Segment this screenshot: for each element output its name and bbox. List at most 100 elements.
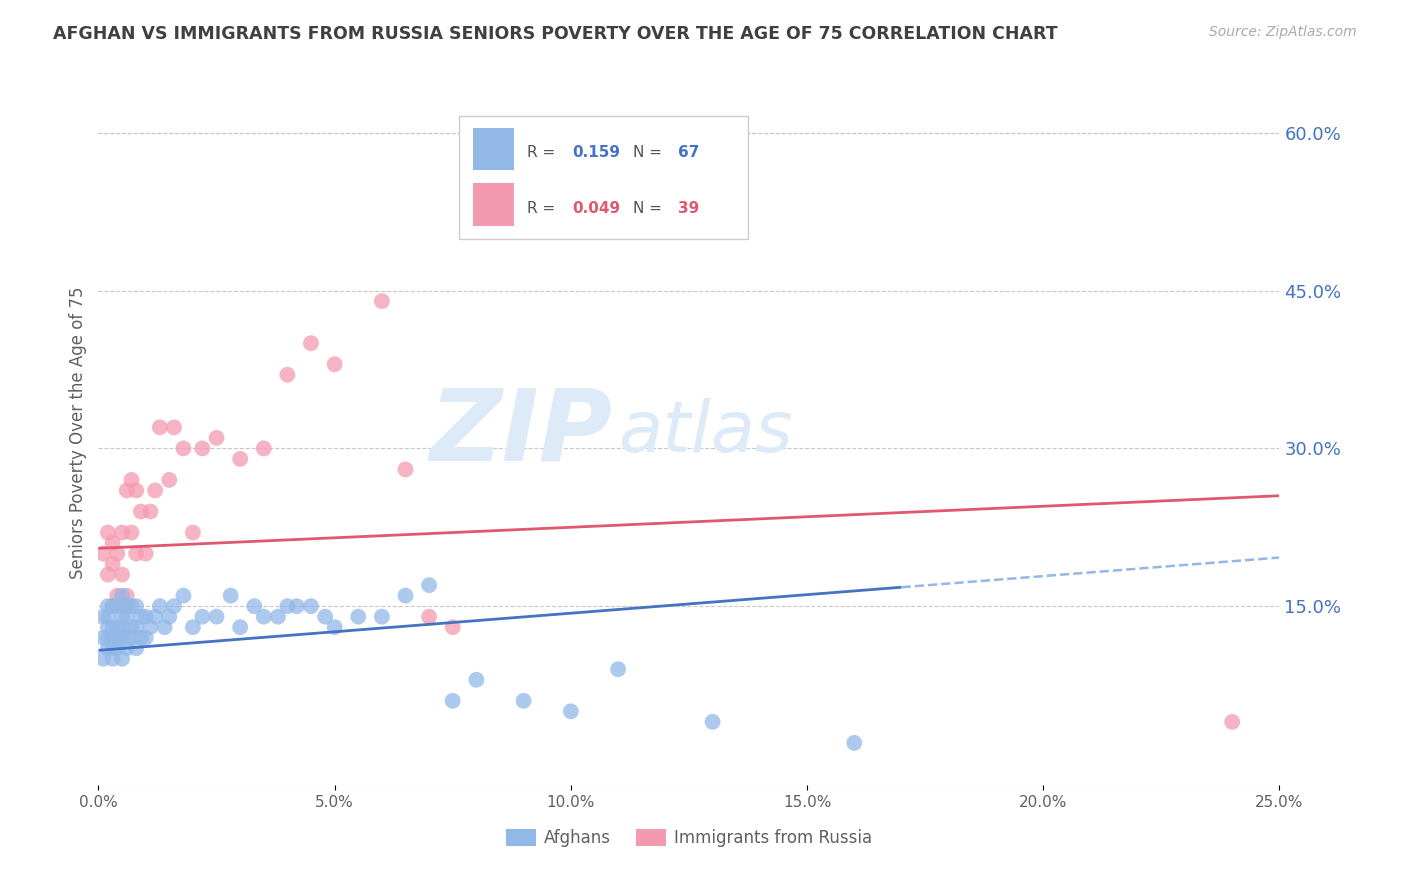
Point: [91, 547, 114, 561]
Point: [191, 442, 214, 456]
Point: [139, 620, 162, 634]
Point: [105, 641, 128, 656]
Point: [181, 525, 204, 540]
Point: [111, 609, 134, 624]
Point: [105, 620, 128, 634]
Point: [101, 536, 124, 550]
Point: [465, 673, 488, 687]
Point: [394, 462, 416, 476]
Point: [105, 631, 128, 645]
Point: [115, 609, 138, 624]
Point: [121, 599, 143, 614]
Point: [129, 504, 152, 518]
Text: ZIP: ZIP: [429, 384, 612, 481]
Point: [181, 620, 204, 634]
Text: 0.159: 0.159: [572, 145, 620, 160]
Point: [157, 473, 180, 487]
Point: [97, 631, 120, 645]
Point: [323, 357, 346, 371]
Point: [97, 525, 120, 540]
Point: [135, 609, 157, 624]
Point: [149, 599, 172, 614]
Point: [607, 662, 630, 676]
Point: [115, 641, 138, 656]
Text: atlas: atlas: [619, 398, 793, 467]
Point: [97, 567, 120, 582]
Point: [323, 620, 346, 634]
Point: [105, 589, 128, 603]
Point: [101, 631, 124, 645]
Point: [111, 599, 134, 614]
Point: [111, 589, 134, 603]
Point: [654, 157, 676, 171]
Point: [394, 589, 416, 603]
Bar: [472, 128, 515, 170]
Point: [135, 547, 157, 561]
Text: 39: 39: [678, 201, 700, 216]
Point: [125, 483, 148, 498]
Text: 67: 67: [678, 145, 700, 160]
Point: [101, 599, 124, 614]
Point: [105, 547, 128, 561]
Point: [844, 736, 866, 750]
Point: [125, 641, 148, 656]
Text: N =: N =: [634, 201, 668, 216]
Point: [512, 694, 534, 708]
Point: [125, 599, 148, 614]
Point: [267, 609, 290, 624]
Text: N =: N =: [634, 145, 668, 160]
Point: [97, 599, 120, 614]
Point: [276, 368, 298, 382]
Text: R =: R =: [527, 145, 560, 160]
FancyBboxPatch shape: [458, 116, 748, 239]
Point: [172, 442, 194, 456]
Point: [121, 631, 143, 645]
Point: [143, 609, 166, 624]
Point: [91, 609, 114, 624]
Point: [121, 620, 143, 634]
Point: [371, 609, 394, 624]
Point: [153, 620, 176, 634]
Legend: Afghans, Immigrants from Russia: Afghans, Immigrants from Russia: [499, 822, 879, 855]
Point: [101, 599, 124, 614]
Point: [101, 652, 124, 666]
Point: [299, 599, 322, 614]
Point: [115, 631, 138, 645]
Text: R =: R =: [527, 201, 560, 216]
Point: [91, 631, 114, 645]
Point: [101, 557, 124, 571]
Point: [347, 609, 370, 624]
Point: [111, 567, 134, 582]
Point: [441, 620, 464, 634]
Point: [243, 599, 266, 614]
Point: [135, 631, 157, 645]
Point: [111, 631, 134, 645]
Point: [101, 620, 124, 634]
Point: [157, 609, 180, 624]
Text: Source: ZipAtlas.com: Source: ZipAtlas.com: [1209, 25, 1357, 39]
Point: [229, 620, 252, 634]
Point: [371, 294, 394, 309]
Point: [115, 589, 138, 603]
Point: [101, 641, 124, 656]
Point: [97, 641, 120, 656]
Point: [121, 525, 143, 540]
Point: [91, 652, 114, 666]
Point: [97, 609, 120, 624]
Point: [205, 431, 228, 445]
Point: [441, 694, 464, 708]
Point: [560, 704, 582, 718]
Point: [191, 609, 214, 624]
Point: [418, 609, 440, 624]
Point: [105, 599, 128, 614]
Point: [276, 599, 298, 614]
Point: [253, 442, 276, 456]
Point: [129, 631, 152, 645]
Point: [418, 578, 440, 592]
Text: 0.049: 0.049: [572, 201, 620, 216]
Point: [229, 451, 252, 466]
Point: [111, 652, 134, 666]
Point: [115, 599, 138, 614]
Point: [143, 483, 166, 498]
Point: [1220, 714, 1243, 729]
